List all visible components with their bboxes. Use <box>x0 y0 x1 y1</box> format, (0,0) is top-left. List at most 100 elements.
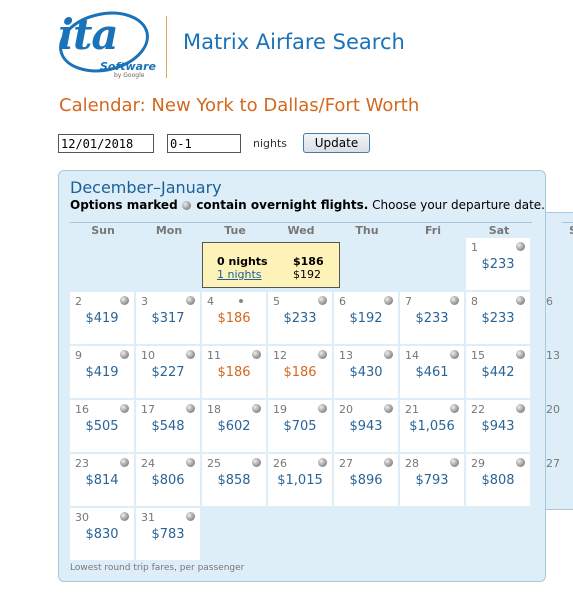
day-number: 11 <box>207 349 221 362</box>
calendar-day-cell[interactable]: 4 $186 <box>202 292 266 344</box>
next-month-day-number: 27 <box>546 457 560 470</box>
calendar-day-cell[interactable]: 18 $602 <box>202 400 266 452</box>
day-fare-link[interactable]: $186 <box>217 365 251 380</box>
calendar-day-cell[interactable]: 8 $233 <box>466 292 530 344</box>
day-fare-link[interactable]: $896 <box>349 473 383 488</box>
day-fare-link[interactable]: $442 <box>481 365 515 380</box>
calendar-day-cell[interactable]: 12 $186 <box>268 346 332 398</box>
calendar-day-cell[interactable]: 5 $233 <box>268 292 332 344</box>
calendar-day-cell[interactable]: 27 $896 <box>334 454 398 506</box>
day-fare-link[interactable]: $186 <box>283 365 317 380</box>
overnight-moon-icon <box>120 458 129 467</box>
day-fare-link[interactable]: $186 <box>217 311 251 326</box>
day-fare-link[interactable]: $430 <box>349 365 383 380</box>
day-fare-link[interactable]: $317 <box>151 311 185 326</box>
calendar-day-cell[interactable]: 3 $317 <box>136 292 200 344</box>
tooltip-0-nights-price: $186 <box>293 255 324 268</box>
day-fare-link[interactable]: $705 <box>283 419 317 434</box>
calendar-day-cell[interactable]: 16 $505 <box>70 400 134 452</box>
day-fare-link[interactable]: $233 <box>415 311 449 326</box>
day-number: 29 <box>471 457 485 470</box>
overnight-moon-icon <box>252 458 261 467</box>
calendar-day-cell[interactable]: 7 $233 <box>400 292 464 344</box>
next-month-day-number: 13 <box>546 349 560 362</box>
overnight-moon-icon <box>120 350 129 359</box>
day-fare-link[interactable]: $419 <box>85 365 119 380</box>
day-fare-link[interactable]: $233 <box>481 257 515 272</box>
day-fare-link[interactable]: $461 <box>415 365 449 380</box>
day-number: 19 <box>273 403 287 416</box>
day-fare-link[interactable]: $602 <box>217 419 251 434</box>
calendar-day-cell[interactable]: 10 $227 <box>136 346 200 398</box>
day-number: 2 <box>75 295 82 308</box>
day-fare-link[interactable]: $858 <box>217 473 251 488</box>
selected-dot-icon <box>239 299 243 303</box>
day-fare-link[interactable]: $233 <box>283 311 317 326</box>
overnight-moon-icon <box>384 296 393 305</box>
departure-date-input[interactable] <box>58 134 154 153</box>
tooltip-1-nights-link[interactable]: 1 nights <box>217 268 262 281</box>
overnight-moon-icon <box>120 512 129 521</box>
calendar-day-cell[interactable]: 13 $430 <box>334 346 398 398</box>
calendar-day-cell[interactable]: 22 $943 <box>466 400 530 452</box>
update-button[interactable]: Update <box>303 133 370 153</box>
calendar-day-cell[interactable]: 17 $548 <box>136 400 200 452</box>
nights-range-input[interactable] <box>167 134 241 153</box>
overnight-moon-icon <box>186 512 195 521</box>
tooltip-1-nights-price: $192 <box>293 268 321 281</box>
day-fare-link[interactable]: $419 <box>85 311 119 326</box>
calendar-day-cell[interactable]: 25 $858 <box>202 454 266 506</box>
calendar-day-cell[interactable]: 15 $442 <box>466 346 530 398</box>
day-number: 26 <box>273 457 287 470</box>
calendar-day-cell[interactable]: 23 $814 <box>70 454 134 506</box>
day-fare-link[interactable]: $227 <box>151 365 185 380</box>
day-fare-link[interactable]: $943 <box>481 419 515 434</box>
day-fare-link[interactable]: $814 <box>85 473 119 488</box>
day-fare-link[interactable]: $830 <box>85 527 119 542</box>
calendar-day-cell[interactable]: 26 $1,015 <box>268 454 332 506</box>
calendar-day-cell[interactable]: 29 $808 <box>466 454 530 506</box>
day-number: 27 <box>339 457 353 470</box>
calendar-day-cell[interactable]: 2 $419 <box>70 292 134 344</box>
day-number: 22 <box>471 403 485 416</box>
day-number: 16 <box>75 403 89 416</box>
dow-2: Tue <box>202 222 268 237</box>
day-fare-link[interactable]: $505 <box>85 419 119 434</box>
day-number: 25 <box>207 457 221 470</box>
nights-label: nights <box>253 137 288 150</box>
calendar-day-cell[interactable]: 1 $233 <box>466 238 530 290</box>
day-fare-link[interactable]: $192 <box>349 311 383 326</box>
day-fare-link[interactable]: $943 <box>349 419 383 434</box>
day-fare-link[interactable]: $808 <box>481 473 515 488</box>
calendar-day-cell[interactable]: 28 $793 <box>400 454 464 506</box>
day-fare-link[interactable]: $548 <box>151 419 185 434</box>
day-number: 17 <box>141 403 155 416</box>
logo-wordmark: ita <box>58 10 119 59</box>
calendar-day-cell[interactable]: 20 $943 <box>334 400 398 452</box>
day-number: 14 <box>405 349 419 362</box>
calendar-day-cell[interactable]: 14 $461 <box>400 346 464 398</box>
day-fare-link[interactable]: $806 <box>151 473 185 488</box>
day-fare-link[interactable]: $1,015 <box>277 473 323 488</box>
calendar-day-cell[interactable]: 11 $186 <box>202 346 266 398</box>
overnight-moon-icon <box>450 296 459 305</box>
overnight-moon-icon <box>384 404 393 413</box>
calendar-day-cell[interactable]: 19 $705 <box>268 400 332 452</box>
calendar-day-cell[interactable]: 31 $783 <box>136 508 200 560</box>
calendar-day-cell[interactable]: 6 $192 <box>334 292 398 344</box>
overnight-moon-icon <box>450 458 459 467</box>
calendar-day-cell[interactable]: 21 $1,056 <box>400 400 464 452</box>
overnight-moon-icon <box>516 296 525 305</box>
day-fare-link[interactable]: $233 <box>481 311 515 326</box>
calendar-day-cell[interactable]: 24 $806 <box>136 454 200 506</box>
day-fare-link[interactable]: $1,056 <box>409 419 455 434</box>
calendar-day-cell[interactable]: 9 $419 <box>70 346 134 398</box>
day-fare-link[interactable]: $793 <box>415 473 449 488</box>
calendar-day-cell[interactable]: 30 $830 <box>70 508 134 560</box>
overnight-moon-icon <box>450 404 459 413</box>
overnight-moon-icon <box>120 296 129 305</box>
overnight-moon-icon <box>186 296 195 305</box>
header-divider <box>166 16 167 78</box>
overnight-moon-icon <box>186 404 195 413</box>
day-fare-link[interactable]: $783 <box>151 527 185 542</box>
